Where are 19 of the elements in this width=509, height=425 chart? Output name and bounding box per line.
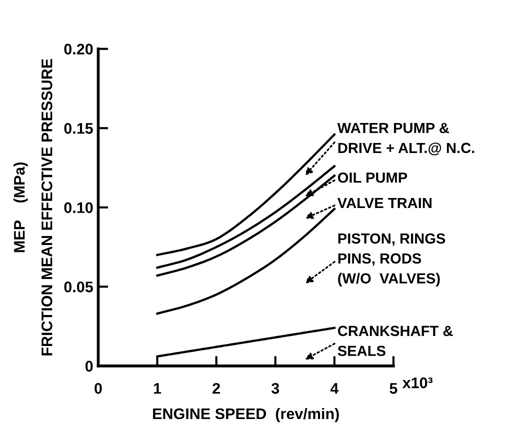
annotation: PISTON, RINGS PINS, RODS (W/O VALVES): [338, 233, 446, 286]
x-tick-label: 3: [271, 382, 280, 394]
y-tick-label: 0: [85, 360, 93, 372]
y-axis-title: MEP (MPa) FRICTION MEAN EFFECTIVE PRESSURE: [14, 59, 52, 356]
text: x10³: [402, 377, 433, 388]
x-tick-label: 4: [330, 383, 339, 394]
x-tick-label: 1: [154, 383, 162, 394]
annotation: CRANKSHAFT & SEALS: [338, 326, 453, 356]
x-tick-label: 5: [390, 383, 398, 394]
x-tick-label: 0: [94, 382, 102, 394]
y-tick-label: 0.15: [64, 123, 93, 134]
x-tick-label: 2: [212, 382, 220, 394]
y-tick-label: 0.05: [64, 282, 93, 292]
x-axis-title: ENGINE SPEED (rev/min): [153, 408, 339, 422]
y-tick-label: 0.10: [64, 202, 93, 214]
annotation: WATER PUMP & DRIVE + ALT.@ N.C.: [337, 122, 474, 156]
y-tick-label: 0.20: [64, 44, 93, 55]
annotation: VALVE TRAIN: [337, 198, 432, 208]
annotation: OIL PUMP: [338, 172, 408, 183]
